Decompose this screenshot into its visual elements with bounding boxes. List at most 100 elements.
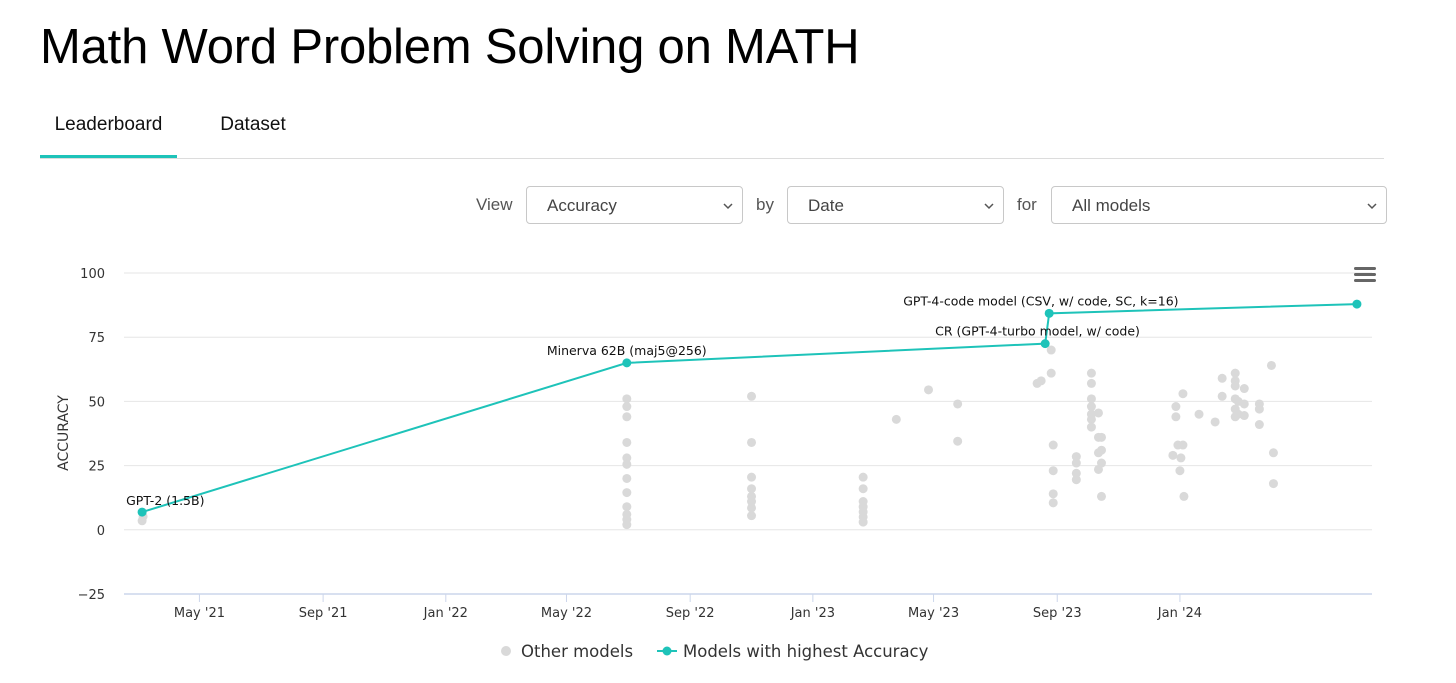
- sota-point-label: GPT-2 (1.5B): [126, 493, 204, 508]
- other-model-point: [622, 402, 631, 411]
- other-model-point: [1087, 423, 1096, 432]
- y-axis: 1007550250−25: [78, 267, 105, 603]
- other-model-point: [1097, 492, 1106, 501]
- other-model-point: [1218, 374, 1227, 383]
- other-model-point: [1171, 412, 1180, 421]
- other-model-point: [1240, 411, 1249, 420]
- x-tick-label: Sep '21: [299, 606, 348, 621]
- other-model-point: [953, 437, 962, 446]
- x-tick-label: Jan '22: [423, 606, 468, 621]
- x-tick-label: May '22: [541, 606, 592, 621]
- y-tick-label: 75: [88, 331, 105, 346]
- other-model-point: [747, 438, 756, 447]
- x-tick-label: May '21: [174, 606, 225, 621]
- other-model-point: [1255, 405, 1264, 414]
- other-model-point: [1179, 492, 1188, 501]
- other-model-point: [747, 392, 756, 401]
- for-select[interactable]: All models: [1051, 186, 1387, 224]
- other-model-point: [1269, 448, 1278, 457]
- other-model-point: [1049, 466, 1058, 475]
- other-model-point: [1218, 392, 1227, 401]
- other-model-point: [622, 474, 631, 483]
- other-model-point: [747, 503, 756, 512]
- x-tick-label: Jan '23: [790, 606, 835, 621]
- y-tick-label: 25: [88, 460, 105, 475]
- by-label: by: [756, 195, 774, 215]
- other-model-point: [1087, 394, 1096, 403]
- view-select[interactable]: Accuracy: [526, 186, 743, 224]
- x-tick-label: Jan '24: [1157, 606, 1202, 621]
- other-model-point: [622, 460, 631, 469]
- other-model-point: [1176, 453, 1185, 462]
- other-model-point: [1231, 381, 1240, 390]
- other-model-point: [1168, 451, 1177, 460]
- other-model-point: [622, 488, 631, 497]
- menu-icon[interactable]: [1354, 267, 1376, 282]
- other-model-point: [1049, 441, 1058, 450]
- other-models-points: [138, 346, 1278, 530]
- other-model-point: [1240, 399, 1249, 408]
- other-model-point: [1211, 417, 1220, 426]
- other-model-point: [859, 473, 868, 482]
- other-model-point: [1269, 479, 1278, 488]
- tab-leaderboard[interactable]: Leaderboard: [40, 100, 177, 158]
- for-label: for: [1017, 195, 1037, 215]
- other-model-point: [622, 520, 631, 529]
- sota-point: [622, 358, 631, 367]
- view-select-value: Accuracy: [547, 196, 617, 215]
- other-model-point: [1047, 369, 1056, 378]
- other-model-point: [622, 412, 631, 421]
- legend-sota-label: Models with highest Accuracy: [683, 642, 929, 661]
- other-model-point: [622, 438, 631, 447]
- other-model-point: [1267, 361, 1276, 370]
- legend-other-label: Other models: [521, 642, 633, 661]
- other-model-point: [1255, 420, 1264, 429]
- other-model-point: [1087, 415, 1096, 424]
- sota-point: [1352, 300, 1361, 309]
- other-model-point: [1175, 466, 1184, 475]
- other-model-point: [1171, 402, 1180, 411]
- tab-bar: Leaderboard Dataset: [40, 100, 1384, 159]
- other-model-point: [1072, 459, 1081, 468]
- other-model-point: [1049, 489, 1058, 498]
- other-model-point: [622, 394, 631, 403]
- legend-sota-marker: [663, 647, 672, 656]
- other-model-point: [1072, 475, 1081, 484]
- accuracy-chart: 1007550250−25 May '21Sep '21Jan '22May '…: [0, 240, 1456, 678]
- other-model-point: [1195, 410, 1204, 419]
- other-model-point: [1037, 376, 1046, 385]
- other-model-point: [747, 511, 756, 520]
- other-model-point: [747, 484, 756, 493]
- view-label: View: [476, 195, 513, 215]
- page-title: Math Word Problem Solving on MATH: [40, 14, 859, 80]
- other-model-point: [924, 385, 933, 394]
- legend-other-marker: [501, 646, 511, 656]
- other-model-point: [1049, 498, 1058, 507]
- sota-point: [1045, 309, 1054, 318]
- by-select[interactable]: Date: [787, 186, 1004, 224]
- chevron-down-icon: [1366, 200, 1378, 212]
- other-model-point: [1231, 369, 1240, 378]
- other-model-point: [1094, 408, 1103, 417]
- other-model-point: [622, 502, 631, 511]
- other-model-point: [1087, 379, 1096, 388]
- other-model-point: [1097, 433, 1106, 442]
- other-model-point: [747, 473, 756, 482]
- x-axis: May '21 Sep '21 Jan '22 May '22 Sep '22 Jan '…: [124, 594, 1372, 621]
- y-tick-label: 100: [80, 267, 105, 282]
- x-tick-label: Sep '22: [666, 606, 715, 621]
- y-axis-label: ACCURACY: [56, 395, 72, 471]
- by-select-value: Date: [808, 196, 844, 215]
- other-model-point: [1178, 389, 1187, 398]
- chart-container: 1007550250−25 May '21Sep '21Jan '22May '…: [0, 240, 1456, 678]
- other-model-point: [1240, 384, 1249, 393]
- other-model-point: [859, 518, 868, 527]
- chevron-down-icon: [983, 200, 995, 212]
- other-model-point: [1178, 441, 1187, 450]
- tab-dataset[interactable]: Dataset: [202, 100, 304, 157]
- grid-lines: [124, 273, 1372, 594]
- sota-point-label: GPT-4-code model (CSV, w/ code, SC, k=16…: [903, 293, 1178, 308]
- other-model-point: [1097, 446, 1106, 455]
- chevron-down-icon: [722, 200, 734, 212]
- other-model-point: [1087, 369, 1096, 378]
